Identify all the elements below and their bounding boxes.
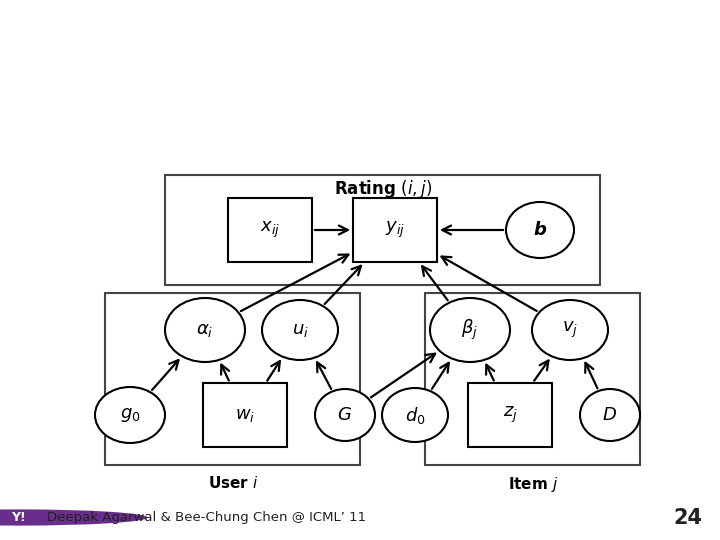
Bar <box>353 198 437 262</box>
Bar <box>203 383 287 447</box>
Text: $\alpha_i$: $\alpha_i$ <box>197 321 214 339</box>
Ellipse shape <box>165 298 245 362</box>
Text: $\beta_j$: $\beta_j$ <box>462 318 479 342</box>
Text: $z_j$: $z_j$ <box>503 405 518 425</box>
Text: $x_{ij}$: $x_{ij}$ <box>260 220 280 240</box>
Text: $G$: $G$ <box>338 406 353 424</box>
Ellipse shape <box>382 388 448 442</box>
Text: 24: 24 <box>673 508 702 528</box>
Text: $v_j$: $v_j$ <box>562 320 578 340</box>
Ellipse shape <box>506 202 574 258</box>
Text: $y_{ij}$: $y_{ij}$ <box>385 220 405 240</box>
Text: Graphical representation of the model: Graphical representation of the model <box>16 19 559 43</box>
Ellipse shape <box>532 300 608 360</box>
Text: $\mathbf{User}\ i$: $\mathbf{User}\ i$ <box>208 475 258 491</box>
Bar <box>228 198 312 262</box>
Text: $\mathbf{Rating}\ (i,j)$: $\mathbf{Rating}\ (i,j)$ <box>334 178 432 200</box>
Text: $D$: $D$ <box>603 406 618 424</box>
Bar <box>105 293 360 465</box>
Text: $g_0$: $g_0$ <box>120 406 140 424</box>
Text: $w_i$: $w_i$ <box>235 406 255 424</box>
Bar <box>468 383 552 447</box>
Bar <box>425 293 640 465</box>
Ellipse shape <box>580 389 640 441</box>
Text: Y!: Y! <box>11 511 25 524</box>
Text: $d_0$: $d_0$ <box>405 404 426 426</box>
Bar <box>165 175 600 285</box>
Text: $\mathbf{Item}\ j$: $\mathbf{Item}\ j$ <box>508 475 558 494</box>
Ellipse shape <box>95 387 165 443</box>
Ellipse shape <box>315 389 375 441</box>
Text: Deepak Agarwal & Bee-Chung Chen @ ICML’ 11: Deepak Agarwal & Bee-Chung Chen @ ICML’ … <box>47 511 366 524</box>
Ellipse shape <box>430 298 510 362</box>
Text: $\boldsymbol{b}$: $\boldsymbol{b}$ <box>533 221 547 239</box>
Text: $u_i$: $u_i$ <box>292 321 308 339</box>
Circle shape <box>0 509 148 525</box>
Ellipse shape <box>262 300 338 360</box>
